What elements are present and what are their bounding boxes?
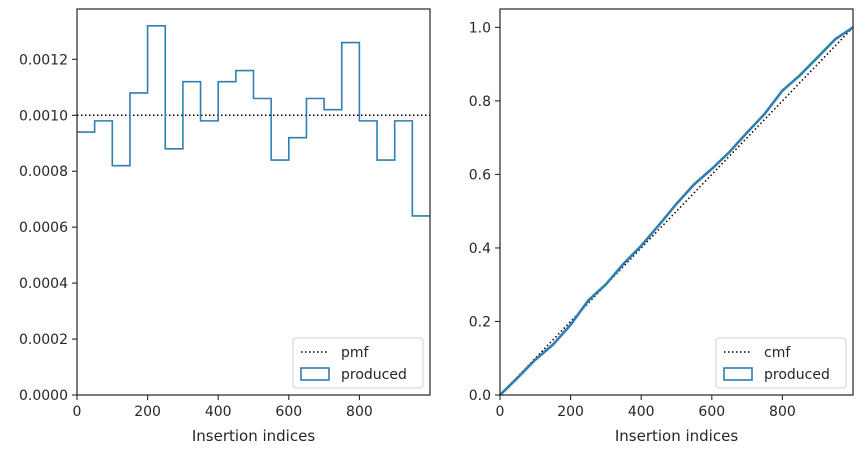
data-point: [569, 323, 572, 326]
x-axis-label: Insertion indices: [615, 427, 738, 445]
data-point: [534, 358, 537, 361]
plot-frame: [76, 8, 431, 396]
x-tick-label: 600: [698, 404, 725, 420]
x-tick-label: 200: [134, 404, 161, 420]
data-point: [746, 131, 748, 134]
y-tick-label: 0.0002: [19, 332, 68, 348]
y-tick-label: 0.0008: [19, 164, 68, 180]
data-point: [728, 151, 731, 153]
x-tick-label: 400: [628, 404, 655, 420]
data-point: [816, 56, 819, 59]
legend-label-produced: produced: [341, 367, 407, 383]
y-tick-label: 0.6: [469, 167, 491, 183]
y-tick-label: 0.0006: [19, 220, 68, 236]
x-tick-label: 600: [275, 404, 302, 420]
plot-frame: [499, 8, 854, 396]
data-point: [763, 112, 766, 115]
x-tick-label: 400: [205, 404, 232, 420]
x-axis-label: Insertion indices: [192, 427, 315, 445]
x-tick-label: 0: [496, 404, 505, 420]
data-point: [675, 202, 678, 205]
legend-swatch-produced: [300, 367, 330, 381]
series-produced-step: [77, 24, 430, 217]
data-point: [710, 168, 713, 170]
data-point: [605, 283, 607, 286]
legend-label-pmf: pmf: [341, 345, 370, 361]
series-cmf-line: [499, 26, 854, 396]
y-tick-label: 0.2: [469, 314, 491, 330]
y-tick-label: 0.0: [469, 388, 491, 404]
y-tick-label: 0.0010: [19, 108, 68, 124]
chart-histogram: 0 200 400 600 800 0.0000 0.0002 0.0004 0.0006 0.0…: [19, 8, 431, 445]
y-tick-label: 0.8: [469, 94, 491, 110]
x-tick-label: 800: [769, 404, 796, 420]
legend-label-cmf: cmf: [764, 345, 791, 361]
chart-cumulative: 0 200 400 600 800 0.0 0.2 0.4 0.6 0.8 1.0 Insertion…: [469, 8, 854, 445]
data-point: [516, 376, 519, 379]
legend-box: [715, 337, 847, 389]
data-point: [552, 343, 554, 346]
y-tick-label: 0.0012: [19, 52, 68, 68]
data-point: [587, 299, 590, 302]
data-point: [693, 183, 696, 186]
legend-swatch-produced: [723, 367, 753, 381]
y-tick-label: 0.4: [469, 241, 491, 257]
data-point: [640, 244, 643, 247]
legend-label-produced: produced: [764, 367, 830, 383]
x-tick-label: 0: [73, 404, 82, 420]
data-point: [657, 224, 660, 227]
y-tick-label: 0.0004: [19, 276, 68, 292]
x-tick-label: 200: [557, 404, 584, 420]
data-point: [622, 262, 625, 265]
legend-box: [292, 337, 424, 389]
data-point: [799, 74, 801, 77]
y-tick-label: 0.0000: [19, 388, 68, 404]
data-point: [781, 89, 784, 92]
y-tick-label: 1.0: [469, 20, 491, 36]
x-tick-label: 800: [346, 404, 373, 420]
data-point: [834, 38, 837, 41]
